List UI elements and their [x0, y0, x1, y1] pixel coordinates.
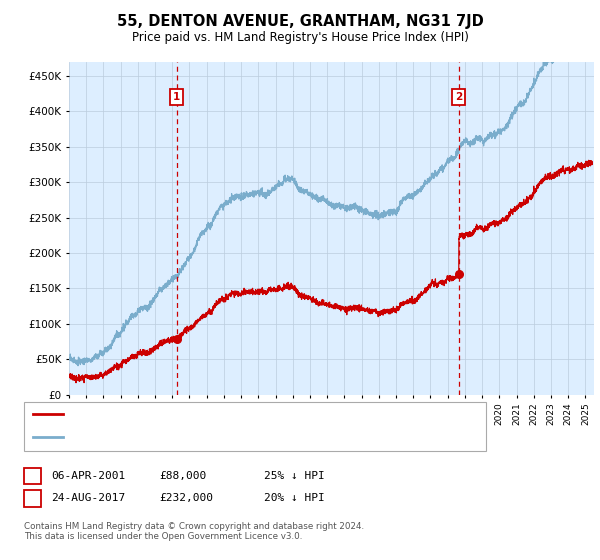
Text: Contains HM Land Registry data © Crown copyright and database right 2024.
This d: Contains HM Land Registry data © Crown c… — [24, 522, 364, 542]
Text: 55, DENTON AVENUE, GRANTHAM, NG31 7JD: 55, DENTON AVENUE, GRANTHAM, NG31 7JD — [116, 14, 484, 29]
Text: 25% ↓ HPI: 25% ↓ HPI — [264, 471, 325, 481]
Text: 24-AUG-2017: 24-AUG-2017 — [51, 493, 125, 503]
Text: HPI: Average price, detached house, South Kesteven: HPI: Average price, detached house, Sout… — [67, 432, 355, 442]
Text: 1: 1 — [29, 471, 36, 481]
Text: 2: 2 — [29, 493, 36, 503]
Text: £88,000: £88,000 — [159, 471, 206, 481]
Text: 2: 2 — [455, 92, 463, 102]
Text: 55, DENTON AVENUE, GRANTHAM, NG31 7JD (detached house): 55, DENTON AVENUE, GRANTHAM, NG31 7JD (d… — [67, 409, 412, 419]
Text: Price paid vs. HM Land Registry's House Price Index (HPI): Price paid vs. HM Land Registry's House … — [131, 31, 469, 44]
Text: 1: 1 — [173, 92, 181, 102]
Text: 06-APR-2001: 06-APR-2001 — [51, 471, 125, 481]
Text: £232,000: £232,000 — [159, 493, 213, 503]
Text: 20% ↓ HPI: 20% ↓ HPI — [264, 493, 325, 503]
